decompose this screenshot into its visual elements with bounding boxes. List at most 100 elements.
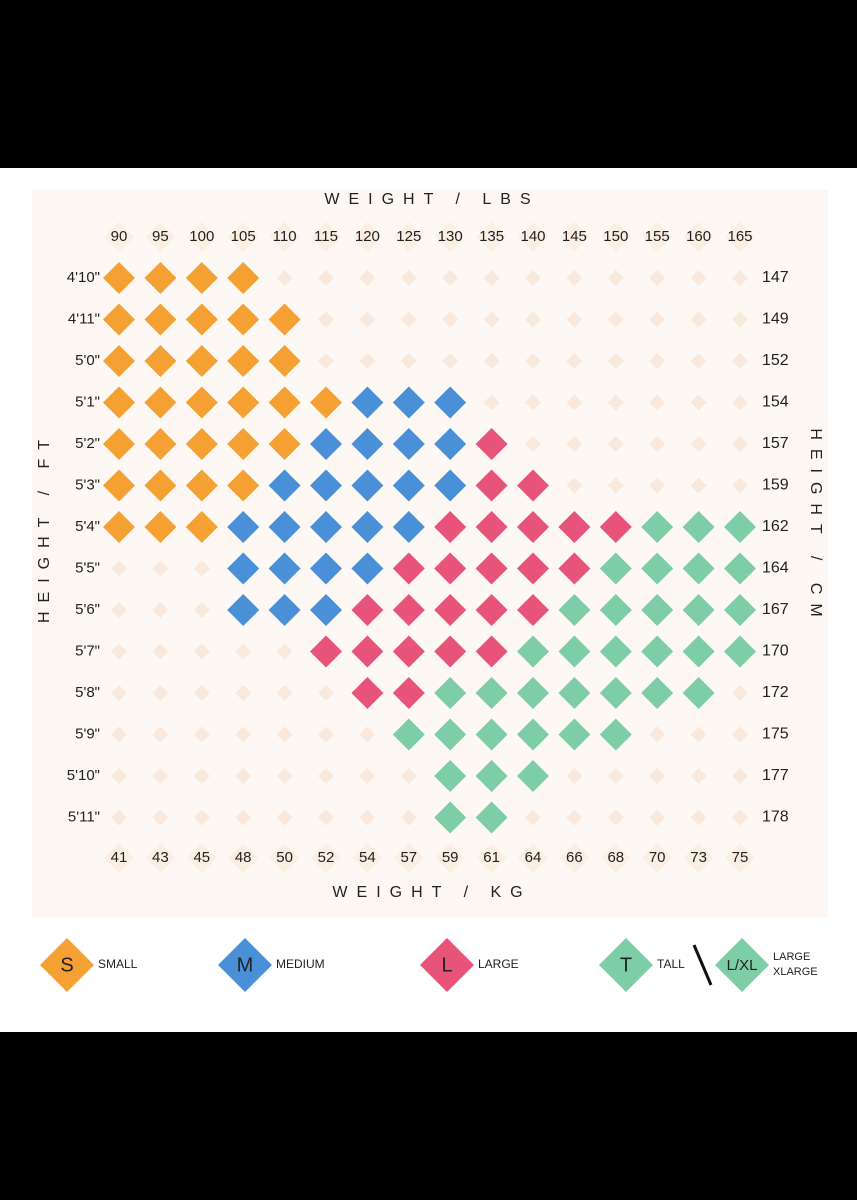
size-cell — [475, 552, 508, 585]
empty-cell — [690, 809, 707, 826]
empty-cell — [607, 436, 624, 452]
size-cell — [434, 801, 467, 834]
empty-cell — [111, 809, 127, 826]
empty-cell — [607, 353, 624, 369]
empty-cell — [566, 809, 583, 826]
header-diamond — [600, 222, 631, 252]
size-cell — [144, 303, 177, 336]
empty-cell — [193, 685, 210, 701]
lbs-label: 100 — [189, 228, 214, 245]
size-cell — [227, 428, 260, 460]
axis-title: HEIGHT / FT — [36, 431, 53, 623]
legend-label-line: XLARGE — [773, 966, 818, 978]
size-cell — [724, 594, 756, 626]
size-cell — [434, 760, 467, 792]
kg-label: 75 — [732, 849, 749, 866]
footer-diamond — [683, 843, 714, 873]
size-cell — [682, 635, 715, 668]
empty-cell — [566, 477, 583, 494]
empty-cell — [649, 311, 666, 328]
empty-cell — [690, 768, 707, 784]
kg-label: 52 — [318, 849, 335, 866]
size-cell — [144, 428, 177, 460]
empty-cell — [525, 809, 541, 826]
header-diamond — [725, 222, 755, 252]
header-diamond — [559, 222, 590, 252]
size-cell — [392, 511, 425, 543]
empty-cell — [276, 643, 293, 660]
empty-cell — [732, 768, 748, 784]
kg-label: 48 — [235, 849, 252, 866]
size-cell — [434, 594, 467, 626]
empty-cell — [318, 726, 334, 743]
size-cell — [310, 469, 342, 502]
empty-cell — [152, 809, 169, 826]
footer-diamond — [435, 843, 466, 873]
header-diamond — [145, 222, 176, 252]
lbs-label: 165 — [727, 228, 752, 245]
size-cell — [185, 262, 218, 294]
size-cell — [268, 386, 301, 419]
cm-label: 167 — [762, 601, 789, 618]
lbs-label: 90 — [111, 228, 128, 245]
legend-swatch — [599, 938, 653, 992]
size-cell — [392, 386, 425, 419]
ft-label: 4'10" — [67, 269, 100, 286]
size-cell — [227, 552, 260, 585]
size-cell — [475, 428, 508, 460]
kg-label: 45 — [193, 849, 210, 866]
kg-label: 70 — [649, 849, 666, 866]
empty-cell — [318, 809, 334, 826]
size-cell — [227, 345, 260, 377]
size-cell — [268, 552, 301, 585]
empty-cell — [359, 353, 376, 369]
size-cell — [268, 428, 301, 460]
size-cell — [103, 345, 135, 377]
size-cell — [434, 511, 467, 543]
legend-swatch — [40, 938, 94, 992]
kg-label: 57 — [400, 849, 417, 866]
size-cell — [310, 428, 342, 460]
empty-cell — [111, 643, 127, 660]
legend-label: LARGE XLARGE — [773, 951, 818, 978]
size-cell — [144, 345, 177, 377]
header-diamond — [476, 222, 507, 252]
header-diamond — [228, 222, 259, 252]
lbs-label: 120 — [355, 228, 380, 245]
size-cell — [185, 469, 218, 502]
empty-cell — [442, 270, 459, 286]
kg-label: 50 — [276, 849, 293, 866]
empty-cell — [400, 809, 417, 826]
size-cell — [268, 511, 301, 543]
empty-cell — [359, 809, 376, 826]
ft-label: 5'5" — [75, 559, 100, 576]
header-diamond — [642, 222, 673, 252]
size-cell — [227, 511, 260, 543]
empty-cell — [318, 685, 334, 701]
cm-label: 152 — [762, 352, 789, 369]
empty-cell — [152, 726, 169, 743]
empty-cell — [483, 394, 500, 411]
kg-label: 64 — [525, 849, 542, 866]
size-cell — [517, 469, 549, 502]
size-cell — [724, 511, 756, 543]
size-cell — [351, 428, 384, 460]
size-cell — [392, 552, 425, 585]
header-diamond — [518, 222, 548, 252]
size-cell — [227, 303, 260, 336]
empty-cell — [235, 685, 252, 701]
ft-label: 5'6" — [75, 601, 100, 618]
lbs-label: 160 — [686, 228, 711, 245]
empty-cell — [483, 353, 500, 369]
ft-label: 5'11" — [68, 808, 100, 825]
size-cell — [475, 718, 508, 751]
header-diamond — [269, 222, 300, 252]
empty-cell — [732, 353, 748, 369]
empty-cell — [607, 394, 624, 411]
size-cell — [682, 677, 715, 709]
empty-cell — [400, 768, 417, 784]
empty-cell — [193, 726, 210, 743]
empty-cell — [359, 726, 376, 743]
legend-code: M — [237, 954, 254, 976]
ft-label: 5'0" — [75, 352, 100, 369]
